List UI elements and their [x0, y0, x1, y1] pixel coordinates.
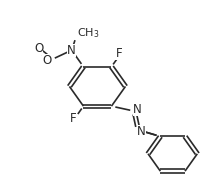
Text: N: N — [67, 44, 76, 57]
Text: N: N — [137, 125, 146, 138]
Text: F: F — [115, 47, 122, 60]
Text: O: O — [34, 41, 43, 54]
Text: F: F — [69, 112, 76, 125]
Text: N: N — [133, 103, 142, 116]
Text: O: O — [42, 54, 51, 67]
Text: CH$_3$: CH$_3$ — [77, 26, 100, 40]
